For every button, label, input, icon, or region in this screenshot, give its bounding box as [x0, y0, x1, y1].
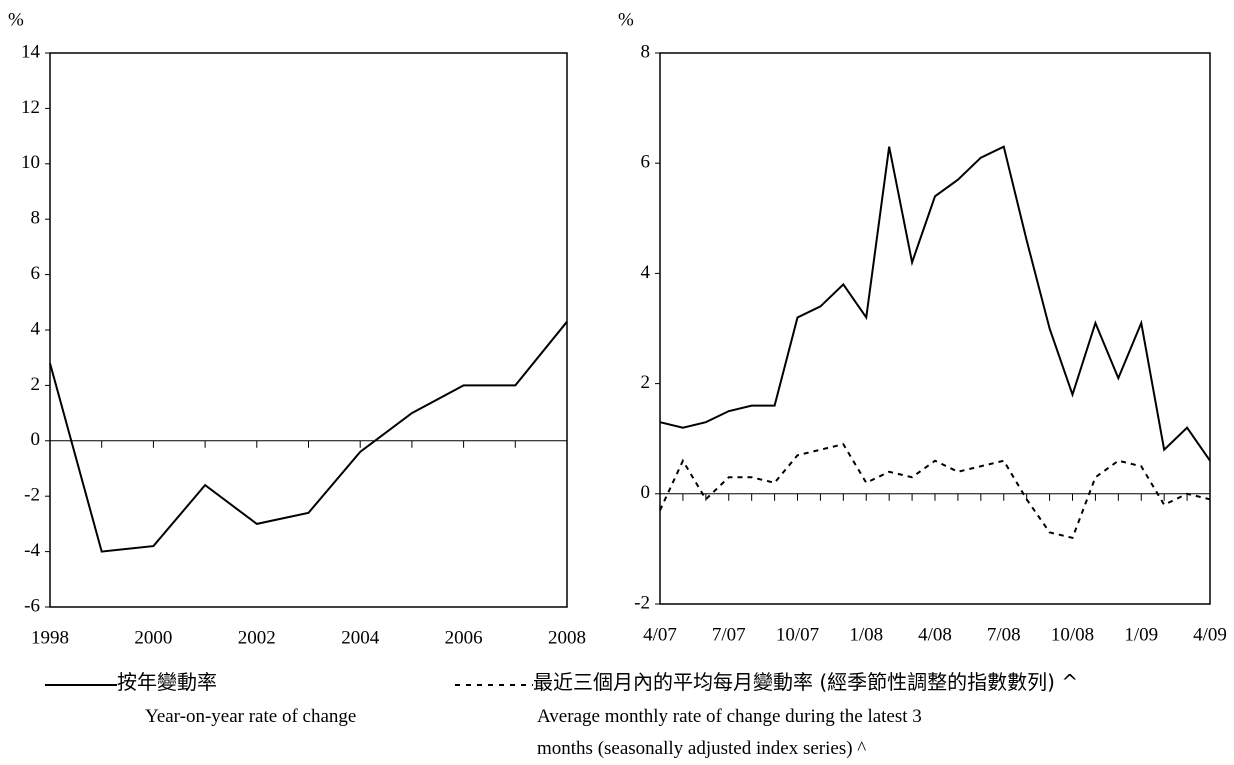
legend-line	[45, 683, 117, 686]
y-tick-label: 0	[641, 482, 651, 503]
x-tick-label: 2000	[134, 627, 172, 648]
y-tick-label: -2	[634, 592, 650, 613]
y-tick-label: 4	[641, 262, 651, 283]
y-tick-label: -2	[24, 485, 40, 506]
plot-frame	[659, 52, 1211, 605]
legend-label: 按年變動率	[117, 670, 217, 694]
x-tick-label: 10/07	[776, 624, 819, 645]
y-tick-label: 12	[21, 97, 40, 118]
series-line	[49, 321, 568, 553]
x-tick-label: 2006	[445, 627, 483, 648]
x-tick-label: 2008	[548, 627, 586, 648]
plot-frame	[49, 52, 568, 608]
y-tick-label: 14	[21, 41, 41, 62]
y-tick-label: 8	[641, 41, 651, 62]
y-tick-label: 0	[31, 429, 41, 450]
x-tick-label: 7/07	[712, 624, 746, 645]
x-tick-label: 1/09	[1124, 624, 1158, 645]
x-tick-label: 2002	[238, 627, 276, 648]
legend-2: 最近三個月內的平均每月變動率 (經季節性調整的指數數列) ^ Average m…	[455, 666, 1078, 765]
y-tick-label: 6	[641, 152, 651, 173]
x-tick-label: 7/08	[987, 624, 1021, 645]
y-axis-unit: %	[8, 9, 24, 30]
y-tick-label: 2	[641, 372, 651, 393]
series-line	[659, 145, 1211, 462]
legend-label: 最近三個月內的平均每月變動率 (經季節性調整的指數數列) ^	[533, 670, 1079, 694]
series-line	[659, 443, 1211, 540]
y-axis-unit: %	[618, 9, 634, 30]
x-tick-label: 4/08	[918, 624, 952, 645]
legend-1: 按年變動率 Year-on-year rate of change	[45, 666, 356, 733]
x-tick-label: 4/09	[1193, 624, 1227, 645]
legend-line	[455, 683, 533, 686]
x-tick-label: 1/08	[849, 624, 883, 645]
y-tick-label: -4	[24, 540, 40, 561]
x-tick-label: 10/08	[1051, 624, 1094, 645]
x-tick-label: 2004	[341, 627, 380, 648]
legend-label-en: Average monthly rate of change during th…	[537, 705, 922, 759]
y-tick-label: 2	[31, 374, 41, 395]
y-tick-label: 4	[31, 318, 41, 339]
y-tick-label: -6	[24, 595, 40, 616]
x-tick-label: 1998	[31, 627, 69, 648]
legend-label-en: Year-on-year rate of change	[145, 705, 357, 727]
y-tick-label: 10	[21, 152, 40, 173]
x-tick-label: 4/07	[643, 624, 677, 645]
y-tick-label: 8	[31, 208, 41, 229]
y-tick-label: 6	[31, 263, 41, 284]
